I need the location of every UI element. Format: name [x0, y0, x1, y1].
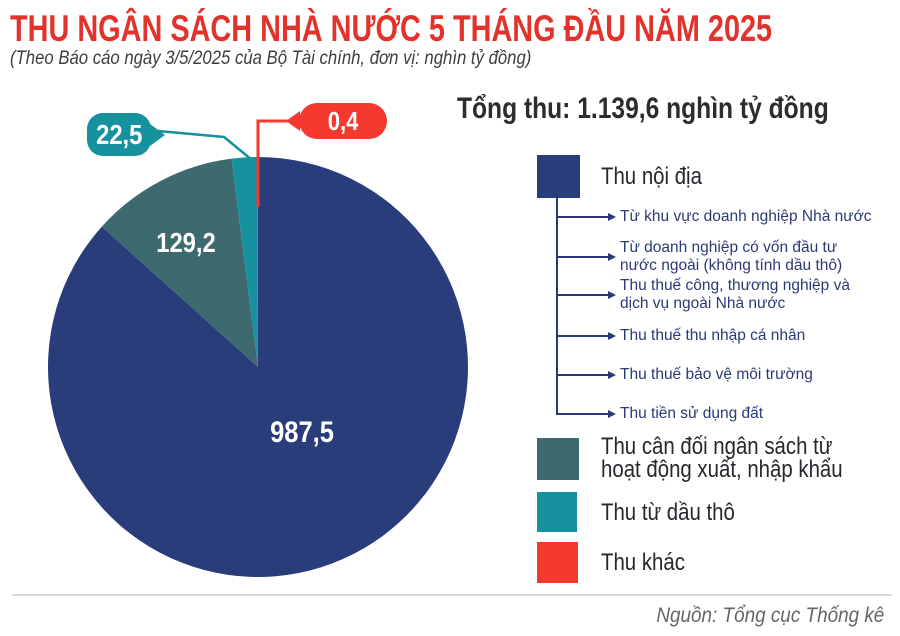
tree-arrowhead: [608, 370, 616, 379]
tree-vertical-line: [556, 198, 558, 415]
pie-value-thu-noi-dia: 987,5: [270, 416, 334, 449]
tree-arrowhead: [608, 290, 616, 299]
page-subtitle: (Theo Báo cáo ngày 3/5/2025 của Bộ Tài c…: [10, 48, 532, 69]
source-credit: Nguồn: Tổng cục Thống kê: [656, 604, 884, 627]
legend-swatch-thu-noi-dia: [537, 155, 580, 198]
pie-slice-1: [101, 158, 258, 367]
pie-chart: [48, 157, 468, 577]
tree-arrowhead: [608, 212, 616, 221]
tree-arrowhead: [608, 252, 616, 261]
tree-arrowhead: [608, 409, 616, 418]
sub-item-doanh-nghiep-nha-nuoc: Từ khu vực doanh nghiệp Nhà nước: [620, 208, 872, 225]
tree-branch-line: [556, 413, 608, 415]
total-revenue-heading: Tổng thu: 1.139,6 nghìn tỷ đồng: [457, 92, 829, 125]
teal-connector-line: [157, 129, 253, 161]
legend-label-thu-khac: Thu khác: [601, 549, 685, 576]
sub-item-thue-thu-nhap-ca-nhan: Thu thuế thu nhập cá nhân: [620, 327, 806, 344]
footer-divider: [12, 594, 892, 596]
tree-arrowhead: [608, 331, 616, 340]
callout-thu-tu-dau-tho: 22,5: [87, 113, 151, 156]
sub-item-thue-bao-ve-moi-truong: Thu thuế bảo vệ môi trường: [620, 366, 813, 383]
legend-label-thu-noi-dia: Thu nội địa: [601, 163, 702, 190]
callout-thu-khac: 0,4: [299, 103, 387, 139]
callout-value: 0,4: [327, 105, 359, 136]
pie-slice-0: [48, 157, 468, 577]
callout-value: 22,5: [95, 118, 143, 150]
tree-branch-line: [556, 256, 608, 258]
legend-swatch-thu-tu-dau-tho: [537, 492, 577, 532]
legend-swatch-thu-khac: [537, 542, 578, 583]
tree-branch-line: [556, 294, 608, 296]
pie-slice-2: [231, 157, 258, 367]
tree-branch-line: [556, 335, 608, 337]
tree-branch-line: [556, 374, 608, 376]
sub-item-von-dau-tu-nuoc-ngoai: Từ doanh nghiệp có vốn đầu tư nước ngoài…: [620, 239, 843, 274]
legend-swatch-xuat-nhap-khau: [537, 438, 579, 480]
pie-chart-area: [48, 157, 468, 577]
legend-label-thu-tu-dau-tho: Thu từ dầu thô: [601, 499, 735, 526]
sub-item-tien-su-dung-dat: Thu tiền sử dụng đất: [620, 405, 764, 422]
legend-label-xuat-nhap-khau: Thu cân đối ngân sách từ hoạt động xuất,…: [601, 433, 843, 483]
sub-item-thue-cong-thuong-nghiep: Thu thuế công, thương nghiệp và dịch vụ …: [620, 277, 850, 312]
page-title: THU NGÂN SÁCH NHÀ NƯỚC 5 THÁNG ĐẦU NĂM 2…: [10, 8, 773, 49]
tree-branch-line: [556, 216, 608, 218]
pie-value-xuat-nhap-khau: 129,2: [156, 227, 216, 258]
